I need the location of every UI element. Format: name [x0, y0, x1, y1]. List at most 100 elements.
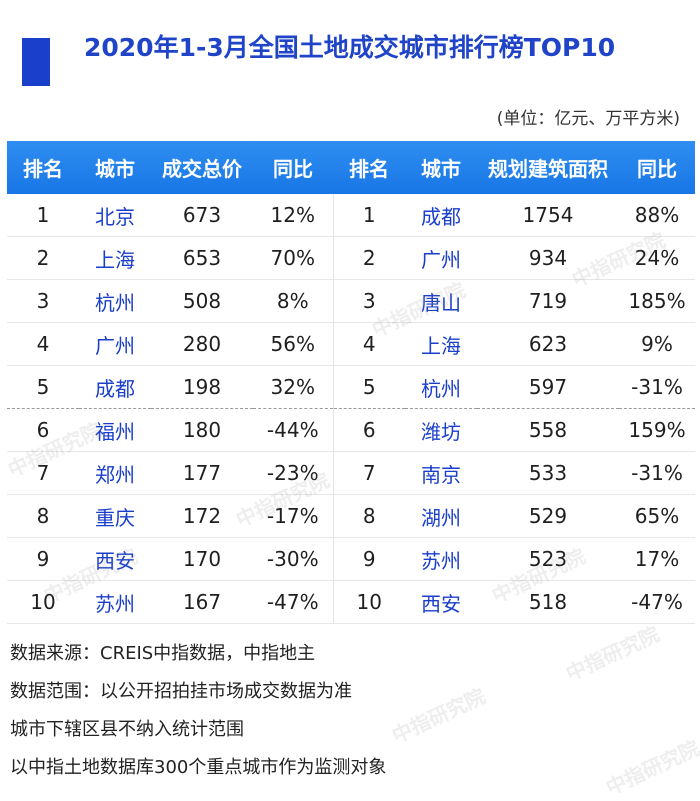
- page-title: 2020年1-3月全国土地成交城市排行榜TOP10: [84, 33, 616, 62]
- rank-b-cell: 10: [332, 580, 405, 624]
- area-cell: 623: [477, 322, 619, 366]
- table-row: 3 杭州 508 8% 3 唐山 719 185%: [7, 279, 695, 323]
- price-cell: 508: [151, 279, 253, 323]
- city-b-cell: 杭州: [405, 365, 477, 409]
- yoy-a-cell: 56%: [253, 322, 333, 366]
- footnote-exclusion: 城市下辖区县不纳入统计范围: [10, 719, 244, 740]
- table-row: 5 成都 198 32% 5 杭州 597 -31%: [7, 365, 695, 409]
- rank-a-cell: 2: [7, 236, 79, 280]
- yoy-a-cell: -47%: [253, 580, 333, 624]
- price-cell: 177: [151, 451, 253, 495]
- footnotes: 数据来源：CREIS中指数据，中指地主 数据范围：以公开招拍挂市场成交数据为准 …: [10, 640, 386, 792]
- table-header-row: 排名 城市 成交总价 同比 排名 城市 规划建筑面积 同比: [7, 141, 695, 194]
- header-yoy-a: 同比: [253, 141, 333, 194]
- yoy-a-cell: -17%: [253, 494, 333, 538]
- city-a-cell: 成都: [79, 365, 151, 409]
- price-cell: 673: [151, 194, 253, 237]
- city-a-cell: 福州: [79, 408, 151, 452]
- footnote-coverage: 以中指土地数据库300个重点城市作为监测对象: [10, 757, 387, 778]
- rank-b-cell: 6: [332, 408, 405, 452]
- city-a-cell: 郑州: [79, 451, 151, 495]
- yoy-a-cell: 70%: [253, 236, 333, 280]
- yoy-b-cell: -47%: [619, 580, 695, 624]
- price-cell: 170: [151, 537, 253, 581]
- rank-a-cell: 8: [7, 494, 79, 538]
- area-cell: 934: [477, 236, 619, 280]
- rank-b-cell: 4: [332, 322, 405, 366]
- area-cell: 558: [477, 408, 619, 452]
- header-floor-area: 规划建筑面积: [477, 141, 619, 194]
- header-city-b: 城市: [405, 141, 477, 194]
- city-b-cell: 唐山: [405, 279, 477, 323]
- price-cell: 280: [151, 322, 253, 366]
- yoy-b-cell: 9%: [619, 322, 695, 366]
- area-cell: 533: [477, 451, 619, 495]
- city-b-cell: 潍坊: [405, 408, 477, 452]
- table-row: 6 福州 180 -44% 6 潍坊 558 159%: [7, 408, 695, 452]
- rank-b-cell: 9: [332, 537, 405, 581]
- city-a-cell: 北京: [79, 194, 151, 237]
- rank-a-cell: 1: [7, 194, 79, 237]
- area-cell: 719: [477, 279, 619, 323]
- yoy-a-cell: -23%: [253, 451, 333, 495]
- city-b-cell: 南京: [405, 451, 477, 495]
- header-city-a: 城市: [79, 141, 151, 194]
- header-rank-a: 排名: [7, 141, 79, 194]
- table-row: 4 广州 280 56% 4 上海 623 9%: [7, 322, 695, 366]
- city-b-cell: 苏州: [405, 537, 477, 581]
- area-cell: 523: [477, 537, 619, 581]
- header-rank-b: 排名: [333, 141, 405, 194]
- city-b-cell: 广州: [405, 236, 477, 280]
- rank-a-cell: 10: [7, 580, 79, 624]
- price-cell: 167: [151, 580, 253, 624]
- header-yoy-b: 同比: [619, 141, 695, 194]
- price-cell: 198: [151, 365, 253, 409]
- rank-a-cell: 6: [7, 408, 79, 452]
- rank-a-cell: 5: [7, 365, 79, 409]
- yoy-b-cell: -31%: [619, 365, 695, 409]
- area-cell: 1754: [477, 194, 619, 237]
- city-a-cell: 杭州: [79, 279, 151, 323]
- footnote-source: 数据来源：CREIS中指数据，中指地主: [10, 643, 316, 664]
- yoy-b-cell: 185%: [619, 279, 695, 323]
- rank-b-cell: 1: [332, 194, 405, 237]
- city-b-cell: 成都: [405, 194, 477, 237]
- city-a-cell: 广州: [79, 322, 151, 366]
- city-b-cell: 上海: [405, 322, 477, 366]
- rank-b-cell: 3: [332, 279, 405, 323]
- city-b-cell: 西安: [405, 580, 477, 624]
- watermark-text: 中指研究院: [388, 683, 490, 748]
- yoy-a-cell: 32%: [253, 365, 333, 409]
- rank-a-cell: 9: [7, 537, 79, 581]
- table-row: 2 上海 653 70% 2 广州 934 24%: [7, 236, 695, 280]
- area-cell: 518: [477, 580, 619, 624]
- title-accent-bar: [22, 38, 50, 86]
- watermark-text: 中指研究院: [602, 735, 700, 800]
- city-a-cell: 上海: [79, 236, 151, 280]
- price-cell: 653: [151, 236, 253, 280]
- area-cell: 529: [477, 494, 619, 538]
- rank-b-cell: 2: [332, 236, 405, 280]
- yoy-b-cell: 88%: [619, 194, 695, 237]
- price-cell: 180: [151, 408, 253, 452]
- rank-b-cell: 7: [332, 451, 405, 495]
- city-a-cell: 西安: [79, 537, 151, 581]
- table-row: 9 西安 170 -30% 9 苏州 523 17%: [7, 537, 695, 581]
- city-b-cell: 湖州: [405, 494, 477, 538]
- city-a-cell: 苏州: [79, 580, 151, 624]
- rank-a-cell: 4: [7, 322, 79, 366]
- rank-a-cell: 7: [7, 451, 79, 495]
- yoy-a-cell: 8%: [253, 279, 333, 323]
- yoy-b-cell: 159%: [619, 408, 695, 452]
- price-cell: 172: [151, 494, 253, 538]
- yoy-a-cell: -44%: [253, 408, 333, 452]
- watermark-text: 中指研究院: [562, 621, 664, 686]
- yoy-b-cell: -31%: [619, 451, 695, 495]
- yoy-b-cell: 17%: [619, 537, 695, 581]
- yoy-a-cell: -30%: [253, 537, 333, 581]
- area-cell: 597: [477, 365, 619, 409]
- city-a-cell: 重庆: [79, 494, 151, 538]
- header-total-price: 成交总价: [151, 141, 253, 194]
- table-row: 7 郑州 177 -23% 7 南京 533 -31%: [7, 451, 695, 495]
- table-row: 10 苏州 167 -47% 10 西安 518 -47%: [7, 580, 695, 624]
